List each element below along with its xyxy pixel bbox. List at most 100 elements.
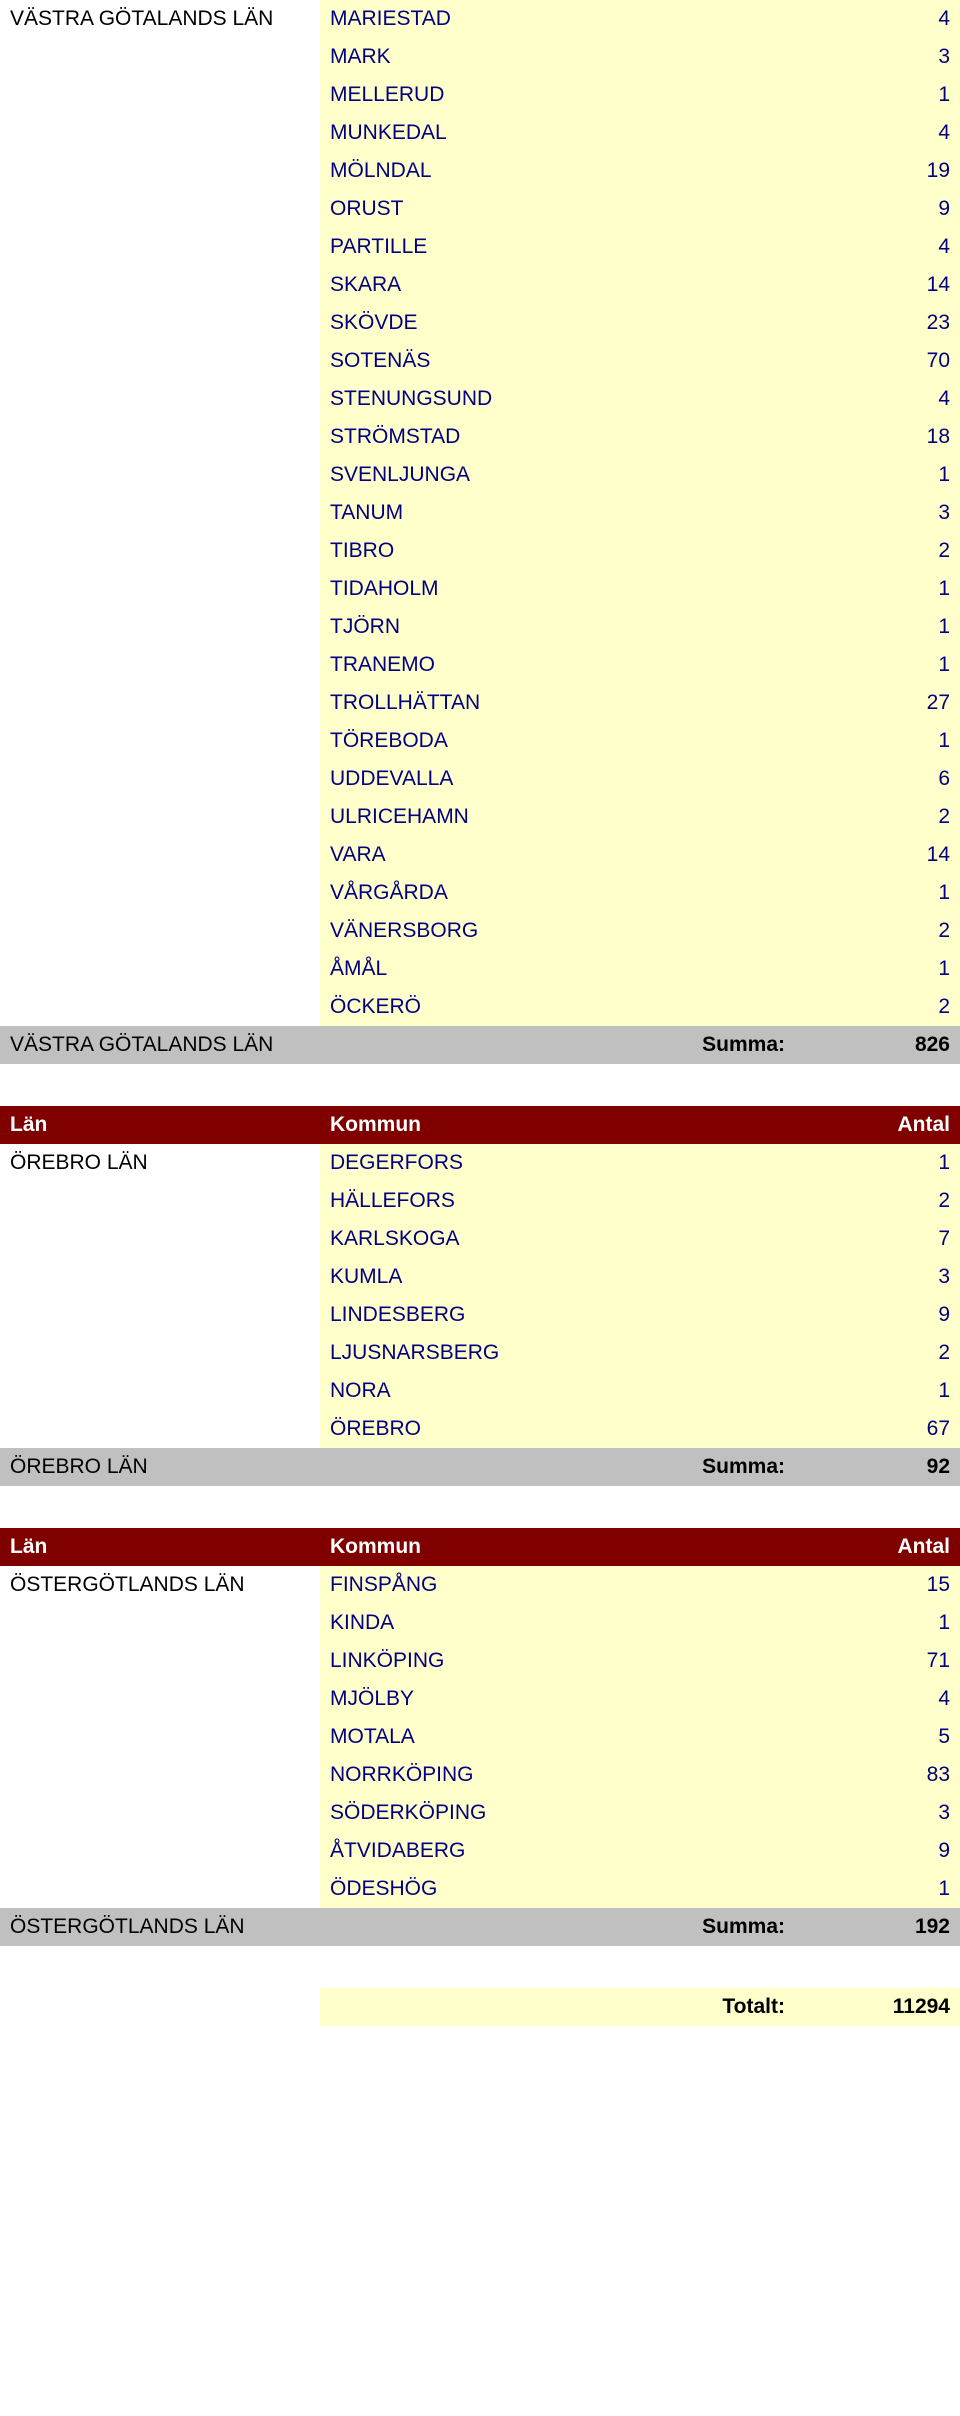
cell-kommun: SKARA	[320, 266, 795, 304]
cell-antal: 1	[795, 570, 960, 608]
cell-lan	[0, 494, 320, 532]
table-row: LINDESBERG9	[0, 1296, 960, 1334]
cell-kommun: TROLLHÄTTAN	[320, 684, 795, 722]
summary-antal: 826	[795, 1026, 960, 1064]
header-lan: Län	[0, 1528, 320, 1566]
cell-kommun: MOTALA	[320, 1718, 795, 1756]
table-row: PARTILLE4	[0, 228, 960, 266]
cell-antal: 1	[795, 722, 960, 760]
cell-antal: 7	[795, 1220, 960, 1258]
table-row: ÅTVIDABERG9	[0, 1832, 960, 1870]
cell-lan: ÖREBRO LÄN	[0, 1144, 320, 1182]
cell-kommun: VÅRGÅRDA	[320, 874, 795, 912]
table-row: VÅRGÅRDA1	[0, 874, 960, 912]
cell-lan	[0, 1258, 320, 1296]
cell-lan	[0, 760, 320, 798]
cell-antal: 2	[795, 912, 960, 950]
header-antal: Antal	[795, 1528, 960, 1566]
cell-antal: 2	[795, 1334, 960, 1372]
total-value: 11294	[795, 1988, 960, 2026]
cell-lan	[0, 76, 320, 114]
cell-kommun: MÖLNDAL	[320, 152, 795, 190]
total-row: Totalt: 11294	[0, 1988, 960, 2026]
region-table: LänKommunAntalÖSTERGÖTLANDS LÄNFINSPÅNG1…	[0, 1528, 960, 1946]
cell-antal: 2	[795, 1182, 960, 1220]
cell-antal: 4	[795, 228, 960, 266]
table-row: MÖLNDAL19	[0, 152, 960, 190]
table-row: SKÖVDE23	[0, 304, 960, 342]
cell-kommun: TIDAHOLM	[320, 570, 795, 608]
cell-antal: 27	[795, 684, 960, 722]
cell-kommun: ÖREBRO	[320, 1410, 795, 1448]
cell-lan	[0, 1756, 320, 1794]
cell-lan	[0, 152, 320, 190]
cell-lan	[0, 1334, 320, 1372]
cell-antal: 9	[795, 1296, 960, 1334]
cell-lan	[0, 798, 320, 836]
cell-lan	[0, 380, 320, 418]
summary-antal: 192	[795, 1908, 960, 1946]
cell-kommun: KARLSKOGA	[320, 1220, 795, 1258]
cell-kommun: NORA	[320, 1372, 795, 1410]
cell-lan	[0, 1832, 320, 1870]
cell-kommun: LJUSNARSBERG	[320, 1334, 795, 1372]
cell-antal: 67	[795, 1410, 960, 1448]
cell-lan	[0, 722, 320, 760]
table-row: TRANEMO1	[0, 646, 960, 684]
cell-kommun: STRÖMSTAD	[320, 418, 795, 456]
cell-kommun: SOTENÄS	[320, 342, 795, 380]
cell-kommun: SÖDERKÖPING	[320, 1794, 795, 1832]
table-row: TANUM3	[0, 494, 960, 532]
cell-antal: 4	[795, 380, 960, 418]
table-row: TIBRO2	[0, 532, 960, 570]
table-row: LJUSNARSBERG2	[0, 1334, 960, 1372]
table-row: KUMLA3	[0, 1258, 960, 1296]
cell-antal: 14	[795, 836, 960, 874]
table-row: NORRKÖPING83	[0, 1756, 960, 1794]
cell-antal: 4	[795, 1680, 960, 1718]
table-row: ÖREBRO LÄNDEGERFORS1	[0, 1144, 960, 1182]
table-row: ULRICEHAMN2	[0, 798, 960, 836]
summary-row: VÄSTRA GÖTALANDS LÄNSumma:826	[0, 1026, 960, 1064]
cell-kommun: DEGERFORS	[320, 1144, 795, 1182]
table-row: LINKÖPING71	[0, 1642, 960, 1680]
table-row: TJÖRN1	[0, 608, 960, 646]
cell-lan	[0, 342, 320, 380]
cell-antal: 1	[795, 1144, 960, 1182]
table-row: ORUST9	[0, 190, 960, 228]
cell-antal: 3	[795, 494, 960, 532]
table-row: ÖDESHÖG1	[0, 1870, 960, 1908]
table-row: TROLLHÄTTAN27	[0, 684, 960, 722]
table-row: MARK3	[0, 38, 960, 76]
cell-antal: 2	[795, 988, 960, 1026]
cell-antal: 9	[795, 190, 960, 228]
cell-antal: 3	[795, 38, 960, 76]
cell-kommun: PARTILLE	[320, 228, 795, 266]
cell-antal: 3	[795, 1794, 960, 1832]
cell-lan	[0, 570, 320, 608]
table-row: VARA14	[0, 836, 960, 874]
table-row: TIDAHOLM1	[0, 570, 960, 608]
table-row: MELLERUD1	[0, 76, 960, 114]
table-row: HÄLLEFORS2	[0, 1182, 960, 1220]
cell-lan	[0, 1794, 320, 1832]
table-row: ÖCKERÖ2	[0, 988, 960, 1026]
cell-kommun: LINDESBERG	[320, 1296, 795, 1334]
table-row: ÅMÅL1	[0, 950, 960, 988]
spacer	[0, 1486, 960, 1528]
cell-antal: 1	[795, 1870, 960, 1908]
cell-kommun: VARA	[320, 836, 795, 874]
cell-kommun: HÄLLEFORS	[320, 1182, 795, 1220]
cell-lan	[0, 874, 320, 912]
table-row: NORA1	[0, 1372, 960, 1410]
cell-lan	[0, 1718, 320, 1756]
cell-antal: 4	[795, 0, 960, 38]
cell-kommun: LINKÖPING	[320, 1642, 795, 1680]
cell-antal: 71	[795, 1642, 960, 1680]
table-row: UDDEVALLA6	[0, 760, 960, 798]
table-row: SÖDERKÖPING3	[0, 1794, 960, 1832]
cell-kommun: FINSPÅNG	[320, 1566, 795, 1604]
cell-antal: 1	[795, 1604, 960, 1642]
cell-kommun: TÖREBODA	[320, 722, 795, 760]
table-row: MJÖLBY4	[0, 1680, 960, 1718]
